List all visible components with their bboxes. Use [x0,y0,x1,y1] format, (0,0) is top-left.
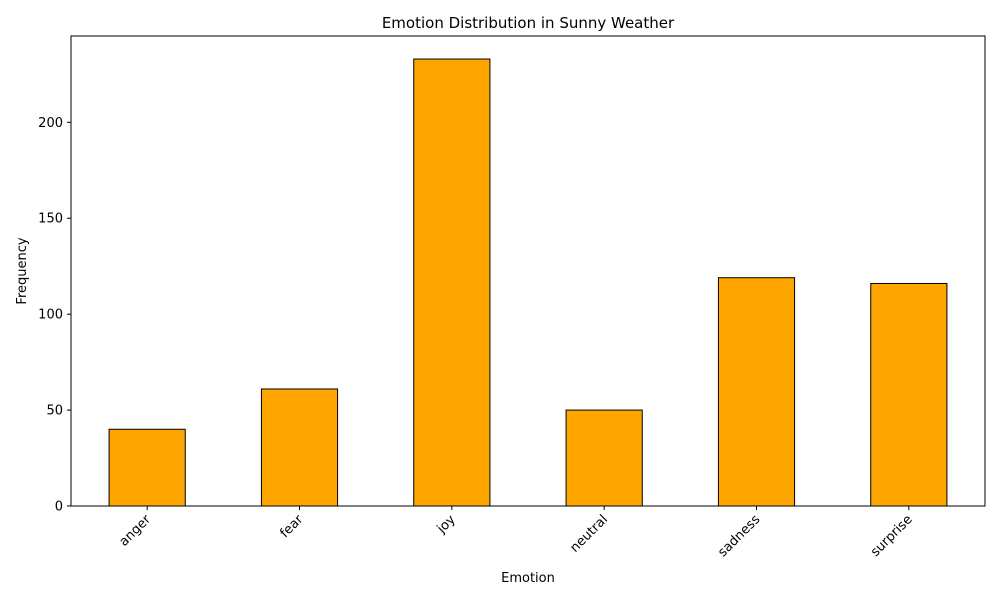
x-tick-label-surprise: surprise [868,512,916,560]
y-tick-label: 200 [38,116,63,131]
chart-title: Emotion Distribution in Sunny Weather [382,14,675,32]
bar-joy [413,58,491,507]
x-tick-label-anger: anger [117,512,155,550]
bar-fear [260,388,339,507]
x-tick-label-fear: fear [277,512,306,541]
plot-frame [70,35,986,507]
bar-sadness [717,277,796,507]
bar-anger [108,428,186,507]
bar-neutral [565,409,643,507]
bars-layer [108,58,948,507]
y-tick-label: 150 [38,212,63,227]
y-tick-label: 50 [46,404,63,419]
y-tick-label: 0 [55,500,63,515]
x-axis-label: Emotion [501,571,555,586]
x-tick-label-neutral: neutral [568,512,611,555]
bar-surprise [870,282,948,507]
y-tick-label: 100 [38,308,63,323]
y-axis-label: Frequency [15,237,30,304]
x-tick-label-sadness: sadness [715,512,763,560]
x-tick-label-joy: joy [434,512,459,537]
axes-layer [70,35,986,507]
